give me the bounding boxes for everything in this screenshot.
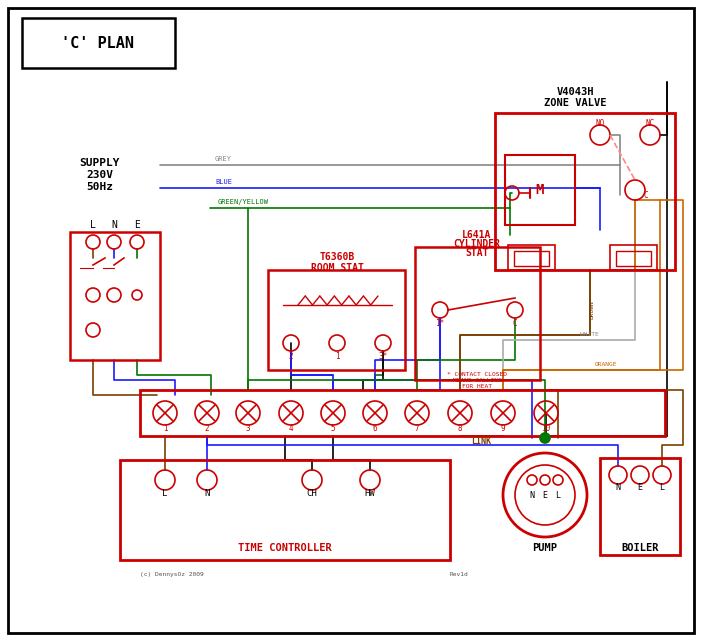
Text: CYLINDER: CYLINDER — [453, 239, 501, 249]
Text: 5: 5 — [331, 424, 336, 433]
Text: 7: 7 — [415, 424, 419, 433]
Text: ROOM STAT: ROOM STAT — [310, 263, 364, 273]
Text: GREEN/YELLOW: GREEN/YELLOW — [218, 199, 269, 205]
Text: (c) DennysOz 2009: (c) DennysOz 2009 — [140, 572, 204, 577]
Text: L: L — [90, 220, 96, 230]
Text: 4: 4 — [289, 424, 293, 433]
Text: 1: 1 — [163, 424, 167, 433]
Text: ORANGE: ORANGE — [595, 362, 618, 367]
Text: WHITE: WHITE — [580, 332, 599, 337]
Text: N: N — [111, 220, 117, 230]
Text: 1*: 1* — [435, 319, 444, 328]
Text: GREY: GREY — [215, 156, 232, 162]
Text: L641A: L641A — [463, 230, 491, 240]
Text: Rev1d: Rev1d — [450, 572, 469, 577]
Text: M: M — [536, 183, 544, 197]
Text: N: N — [529, 490, 534, 499]
Text: L: L — [659, 483, 665, 492]
Text: E: E — [543, 490, 548, 499]
Text: C: C — [512, 319, 517, 328]
Text: C: C — [644, 190, 649, 199]
Text: E: E — [134, 220, 140, 230]
Text: 2: 2 — [205, 424, 209, 433]
Text: 3*: 3* — [378, 351, 388, 360]
Text: 10: 10 — [541, 424, 550, 433]
Text: 1: 1 — [335, 351, 339, 360]
Text: N: N — [616, 483, 621, 492]
Text: T6360B: T6360B — [319, 252, 355, 262]
Text: LINK: LINK — [471, 438, 491, 447]
Text: L: L — [162, 490, 168, 499]
Text: L: L — [555, 490, 560, 499]
Text: V4043H: V4043H — [556, 87, 594, 97]
Text: 'C' PLAN: 'C' PLAN — [62, 35, 135, 51]
Text: NO: NO — [595, 119, 604, 128]
Text: 3: 3 — [246, 424, 251, 433]
Text: HW: HW — [364, 490, 376, 499]
Text: STAT: STAT — [465, 248, 489, 258]
Text: CH: CH — [307, 490, 317, 499]
Text: 8: 8 — [458, 424, 463, 433]
Text: PUMP: PUMP — [533, 543, 557, 553]
Text: BROWN: BROWN — [590, 301, 595, 319]
Text: 6: 6 — [373, 424, 377, 433]
Text: TIME CONTROLLER: TIME CONTROLLER — [238, 543, 332, 553]
Text: SUPPLY
230V
50Hz: SUPPLY 230V 50Hz — [80, 158, 120, 192]
Text: 9: 9 — [501, 424, 505, 433]
Text: N: N — [204, 490, 210, 499]
Text: * CONTACT CLOSED
MEANS CALLING
FOR HEAT: * CONTACT CLOSED MEANS CALLING FOR HEAT — [447, 372, 507, 388]
Text: BOILER: BOILER — [621, 543, 658, 553]
Text: BLUE: BLUE — [215, 179, 232, 185]
Ellipse shape — [540, 433, 550, 443]
Text: ZONE VALVE: ZONE VALVE — [544, 98, 607, 108]
Text: NC: NC — [645, 119, 655, 128]
Text: E: E — [637, 483, 642, 492]
Text: 2: 2 — [289, 351, 293, 360]
